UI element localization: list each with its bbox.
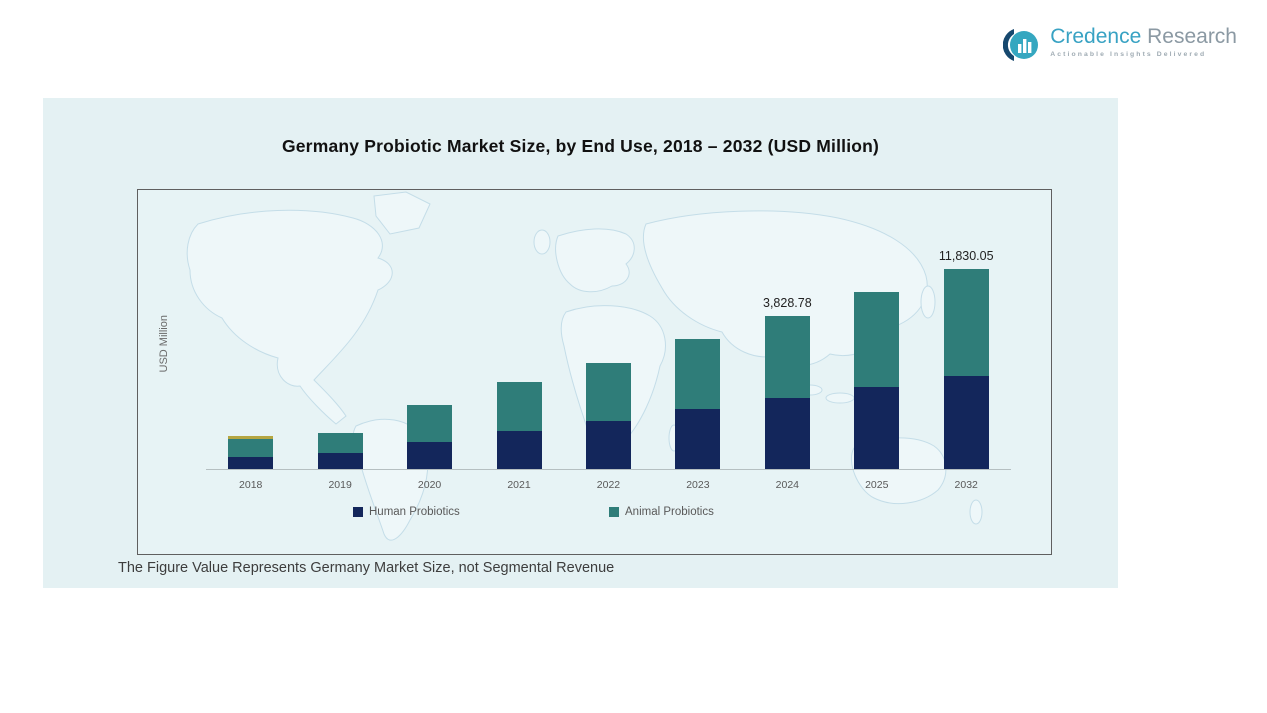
animal-probiotics-segment — [317, 433, 363, 453]
animal-probiotics-segment — [228, 439, 274, 457]
human-probiotics-segment — [943, 376, 989, 469]
stacked-bar-2032 — [943, 269, 989, 469]
animal-probiotics-segment — [943, 269, 989, 376]
footnote: The Figure Value Represents Germany Mark… — [118, 560, 615, 576]
bar-total-label: 3,828.78 — [763, 296, 812, 310]
animal-probiotics-segment — [407, 405, 453, 442]
animal-probiotics-segment — [585, 363, 631, 421]
brand-name-secondary: Research — [1141, 25, 1237, 48]
stacked-bar-2024 — [764, 316, 810, 469]
plot-area: 2018 2019 2020 2021 2022 2023 3,828.78 2024 2025… — [206, 230, 1011, 491]
brand-name-primary: Credence — [1050, 25, 1142, 48]
legend-label-animal: Animal Probiotics — [625, 506, 714, 518]
human-probiotics-segment — [407, 442, 453, 469]
x-axis-label: 2032 — [954, 479, 978, 491]
brand-text: Credence Research Actionable Insights De… — [1050, 26, 1237, 59]
bar-group-2025: 2025 — [832, 230, 921, 491]
stacked-bar-2023 — [675, 339, 721, 469]
human-probiotics-segment — [675, 409, 721, 469]
bar-group-2019: 2019 — [295, 230, 384, 491]
logo-chart-icon — [1003, 29, 1039, 61]
x-axis-label: 2019 — [328, 479, 352, 491]
x-axis-label: 2023 — [686, 479, 710, 491]
brand-tagline: Actionable Insights Delivered — [1050, 51, 1207, 58]
legend-item-animal-probiotics: Animal Probiotics — [609, 506, 714, 518]
legend-item-human-probiotics: Human Probiotics — [353, 506, 460, 518]
bar-group-2023: 2023 — [653, 230, 742, 491]
human-probiotics-segment — [854, 387, 900, 469]
x-axis-label: 2020 — [417, 479, 442, 491]
human-probiotics-segment — [317, 453, 363, 469]
bar-total-label: 11,830.05 — [938, 249, 994, 263]
chart-panel: Germany Probiotic Market Size, by End Us… — [43, 98, 1118, 588]
human-probiotics-segment — [764, 398, 810, 469]
bar-group-2020: 2020 — [385, 230, 474, 491]
brand-logo: Credence Research Actionable Insights De… — [1003, 26, 1237, 64]
legend: Human Probiotics Animal Probiotics — [206, 506, 1011, 526]
chart-area: USD Million 2018 2019 2020 2021 2022 2023 3,82… — [137, 189, 1052, 555]
stacked-bar-2019 — [317, 433, 363, 469]
y-axis-label: USD Million — [158, 315, 170, 373]
stacked-bar-2021 — [496, 382, 542, 469]
human-probiotics-segment — [585, 421, 631, 469]
stacked-bar-2018 — [228, 436, 274, 469]
chart-title: Germany Probiotic Market Size, by End Us… — [281, 136, 880, 156]
legend-swatch-human — [353, 507, 363, 517]
stacked-bar-2025 — [854, 292, 900, 469]
x-axis-label: 2024 — [775, 479, 800, 491]
x-axis-label: 2021 — [507, 479, 531, 491]
bar-group-2022: 2022 — [564, 230, 653, 491]
bar-group-2032: 11,830.05 2032 — [922, 230, 1011, 491]
animal-probiotics-segment — [675, 339, 721, 409]
legend-swatch-animal — [609, 507, 619, 517]
stacked-bar-2022 — [585, 363, 631, 469]
x-axis-label: 2025 — [865, 479, 889, 491]
bar-group-2024: 3,828.78 2024 — [743, 230, 832, 491]
x-axis-label: 2022 — [596, 479, 621, 491]
brand-name: Credence Research — [1050, 26, 1237, 48]
stacked-bar-2020 — [407, 405, 453, 469]
bar-group-2021: 2021 — [474, 230, 563, 491]
x-axis-label: 2018 — [239, 479, 263, 491]
legend-label-human: Human Probiotics — [369, 506, 460, 518]
animal-probiotics-segment — [764, 316, 810, 398]
animal-probiotics-segment — [854, 292, 900, 387]
human-probiotics-segment — [496, 431, 542, 469]
human-probiotics-segment — [228, 457, 274, 469]
cap-segment — [228, 436, 274, 439]
bar-group-2018: 2018 — [206, 230, 295, 491]
animal-probiotics-segment — [496, 382, 542, 431]
